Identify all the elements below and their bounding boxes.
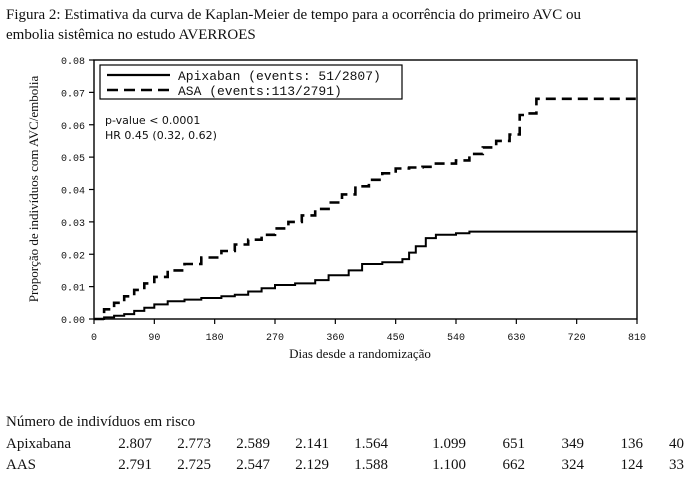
x-tick-label: 720	[568, 333, 586, 344]
risk-value: 33	[669, 457, 684, 473]
y-tick-label: 0.03	[61, 219, 85, 230]
risk-value: 2.141	[295, 436, 329, 452]
caption-line-1: Figura 2: Estimativa da curva de Kaplan-…	[6, 7, 581, 23]
series-line-asa	[94, 97, 637, 321]
risk-row-label: AAS	[6, 457, 37, 473]
risk-row-aas: AAS 2.791 2.725 2.547 2.129 1.588 1.100 662 324 1…	[0, 457, 688, 477]
x-tick-label: 360	[326, 333, 344, 344]
risk-table-title: Número de indivíduos em risco	[6, 414, 196, 430]
risk-value: 1.564	[354, 436, 388, 452]
risk-value: 136	[620, 436, 644, 452]
risk-row-apixabana: Apixabana 2.807 2.773 2.589 2.141 1.564 1.099 6…	[0, 436, 688, 456]
x-tick-label: 630	[507, 333, 525, 344]
risk-value: 2.807	[118, 436, 152, 452]
x-tick-label: 0	[91, 333, 97, 344]
risk-value: 40	[669, 436, 684, 452]
x-tick-label: 270	[266, 333, 284, 344]
y-tick-label: 0.01	[61, 284, 85, 295]
y-axis: 0.00 0.01 0.02 0.03 0.04 0.05 0.06 0.07 0.08	[61, 57, 94, 327]
risk-value: 2.773	[177, 436, 211, 452]
risk-value: 2.589	[236, 436, 270, 452]
risk-value: 2.129	[295, 457, 329, 473]
risk-value: 2.547	[236, 457, 270, 473]
x-tick-label: 810	[628, 333, 646, 344]
risk-value: 2.725	[177, 457, 211, 473]
annotation-p-value: p-value < 0.0001	[105, 114, 200, 127]
risk-value: 324	[561, 457, 585, 473]
risk-value: 124	[620, 457, 644, 473]
risk-value: 651	[502, 436, 526, 452]
y-tick-label: 0.06	[61, 122, 85, 133]
y-tick-label: 0.02	[61, 251, 85, 262]
risk-value: 2.791	[118, 457, 152, 473]
y-tick-label: 0.04	[61, 187, 85, 198]
y-tick-label: 0.00	[61, 316, 85, 327]
risk-value: 1.100	[432, 457, 466, 473]
risk-value: 1.588	[354, 457, 388, 473]
y-tick-label: 0.08	[61, 57, 85, 68]
kaplan-meier-chart: 0 90 180 270 360 450 540 630 720 810 0.00 0.01 0.02…	[26, 57, 646, 361]
risk-value: 662	[502, 457, 526, 473]
figure-caption: Figura 2: Estimativa da curva de Kaplan-…	[6, 5, 682, 45]
risk-value: 1.099	[432, 436, 466, 452]
risk-row-label: Apixabana	[6, 436, 71, 452]
risk-value: 349	[561, 436, 585, 452]
x-tick-label: 450	[387, 333, 405, 344]
y-tick-label: 0.05	[61, 154, 85, 165]
legend: Apixaban (events: 51/2807) ASA (events:1…	[99, 64, 403, 100]
caption-line-2: embolia sistêmica no estudo AVERROES	[6, 27, 256, 43]
legend-label-asa: ASA (events:113/2791)	[178, 84, 342, 99]
legend-box	[99, 64, 403, 100]
series-layer	[94, 97, 637, 321]
x-axis: 0 90 180 270 360 450 540 630 720 810	[91, 319, 646, 344]
series-line-apixaban	[94, 230, 637, 320]
y-axis-label: Proporção de indivíduos com AVC/embolia	[26, 76, 41, 303]
y-tick-label: 0.07	[61, 89, 85, 100]
x-tick-label: 540	[447, 333, 465, 344]
annotation-hazard-ratio: HR 0.45 (0.32, 0.62)	[105, 129, 217, 142]
legend-label-apixaban: Apixaban (events: 51/2807)	[178, 69, 381, 84]
risk-table: Número de indivíduos em risco Apixabana 2…	[0, 414, 688, 490]
x-tick-label: 180	[206, 333, 224, 344]
x-axis-label: Dias desde a randomização	[289, 346, 431, 361]
x-tick-label: 90	[148, 333, 160, 344]
